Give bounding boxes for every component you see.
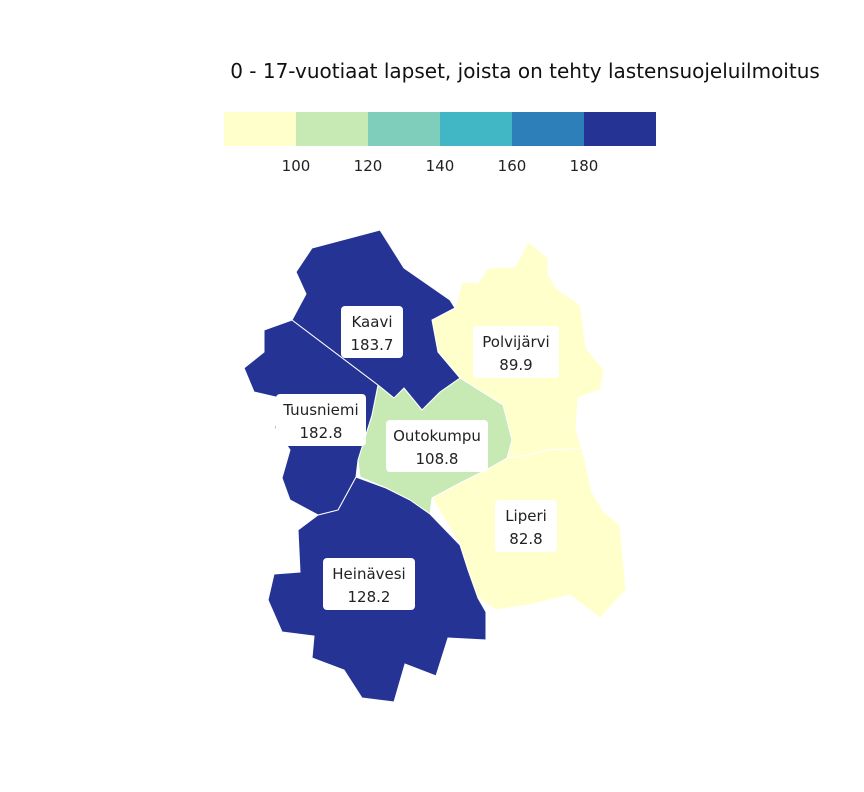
label-box: [276, 394, 366, 446]
region-value: 89.9: [499, 356, 532, 374]
legend-swatch-6: [584, 112, 656, 146]
legend-swatch-1: [224, 112, 296, 146]
region-name: Outokumpu: [393, 427, 481, 445]
region-value: 128.2: [348, 588, 391, 606]
region-name: Liperi: [505, 507, 547, 525]
label-polvijarvi: Polvijärvi 89.9: [473, 326, 559, 378]
legend-tick: 100: [282, 157, 311, 175]
label-box: [341, 306, 403, 358]
region-name: Kaavi: [351, 313, 392, 331]
region-value: 108.8: [416, 450, 459, 468]
label-box: [495, 500, 557, 552]
region-value: 182.8: [300, 424, 343, 442]
legend-tick: 180: [570, 157, 599, 175]
legend-tick: 160: [498, 157, 527, 175]
region-name: Heinävesi: [332, 565, 405, 583]
region-name: Tuusniemi: [282, 401, 358, 419]
legend-swatch-5: [512, 112, 584, 146]
label-liperi: Liperi 82.8: [495, 500, 557, 552]
legend-swatch-2: [296, 112, 368, 146]
map-title: 0 - 17-vuotiaat lapset, joista on tehty …: [230, 59, 820, 83]
legend-tick: 120: [354, 157, 383, 175]
legend-swatch-4: [440, 112, 512, 146]
label-heinavesi: Heinävesi 128.2: [323, 558, 415, 610]
color-legend: 100 120 140 160 180: [224, 112, 656, 175]
label-box: [473, 326, 559, 378]
region-value: 183.7: [351, 336, 394, 354]
label-tuusniemi: Tuusniemi 182.8: [276, 394, 366, 446]
legend-tick: 140: [426, 157, 455, 175]
region-labels: Kaavi 183.7 Polvijärvi 89.9 Tuusniemi 18…: [276, 306, 559, 610]
label-outokumpu: Outokumpu 108.8: [386, 420, 488, 472]
label-box: [323, 558, 415, 610]
region-name: Polvijärvi: [482, 333, 549, 351]
region-value: 82.8: [509, 530, 542, 548]
label-box: [386, 420, 488, 472]
legend-swatch-3: [368, 112, 440, 146]
label-kaavi: Kaavi 183.7: [341, 306, 403, 358]
